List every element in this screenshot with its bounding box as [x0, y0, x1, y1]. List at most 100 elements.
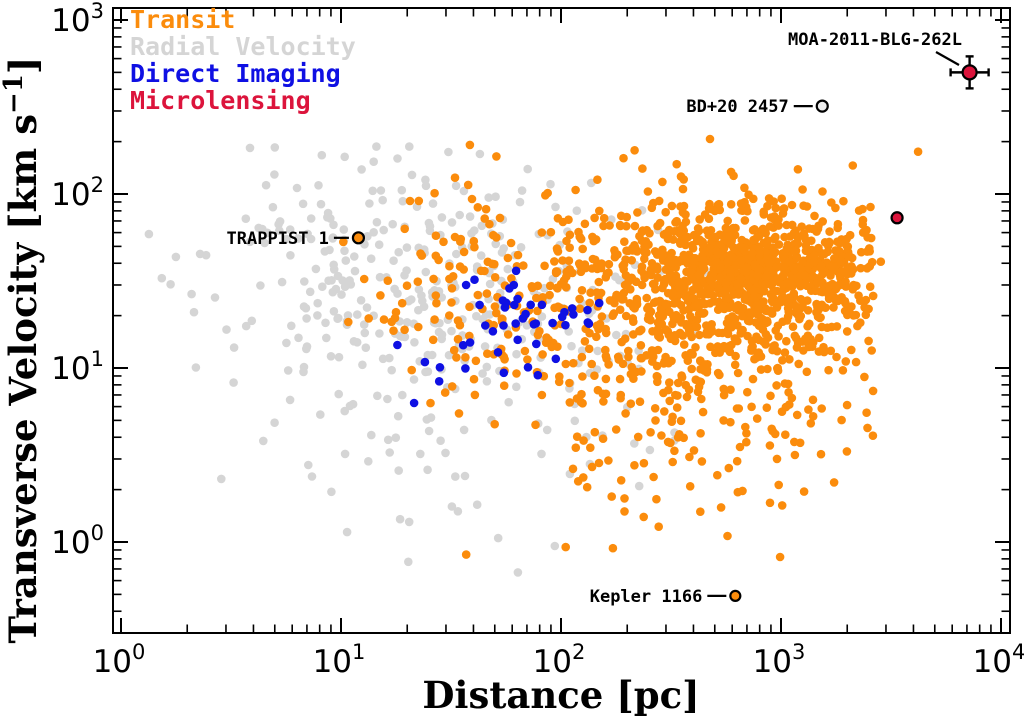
data-point-radial-velocity: [485, 279, 495, 289]
data-point-transit: [665, 378, 674, 387]
data-point-transit: [830, 254, 839, 263]
data-point-radial-velocity: [410, 338, 419, 347]
data-point-transit: [749, 286, 758, 296]
data-point-transit: [833, 237, 842, 246]
data-point-transit: [594, 458, 604, 468]
data-point-transit: [770, 341, 779, 350]
data-point-radial-velocity: [195, 249, 205, 259]
data-point-transit: [616, 211, 626, 221]
data-point-radial-velocity: [263, 228, 272, 238]
data-point-radial-velocity: [447, 502, 457, 511]
special-point-marker: [961, 64, 978, 81]
data-point-transit: [785, 355, 794, 364]
data-point-transit: [445, 311, 454, 320]
data-point-transit: [799, 201, 808, 210]
data-point-transit: [788, 322, 798, 332]
data-point-radial-velocity: [334, 313, 343, 323]
data-point-transit: [461, 550, 471, 559]
data-point-radial-velocity: [491, 239, 501, 249]
data-point-direct-imaging: [435, 363, 445, 372]
data-point-radial-velocity: [363, 232, 372, 241]
data-point-radial-velocity: [630, 439, 639, 448]
data-point-transit: [748, 225, 758, 235]
annotation-label: BD+20 2457: [686, 97, 788, 117]
data-point-radial-velocity: [387, 365, 397, 375]
data-point-transit: [629, 330, 638, 339]
data-point-transit: [826, 271, 835, 280]
data-point-radial-velocity: [144, 229, 154, 239]
data-point-radial-velocity: [358, 360, 367, 370]
data-point-transit: [465, 140, 475, 150]
data-point-direct-imaging: [499, 368, 509, 378]
data-point-radial-velocity: [329, 220, 338, 230]
data-point-transit: [725, 347, 735, 357]
data-point-transit: [593, 175, 602, 184]
special-point-bd-20-2457: BD+20 2457: [686, 97, 829, 117]
data-point-transit: [718, 304, 728, 313]
data-point-transit: [616, 221, 625, 231]
data-point-transit: [759, 297, 768, 306]
data-point-radial-velocity: [513, 568, 523, 577]
data-point-transit: [485, 219, 494, 229]
data-point-transit: [807, 342, 817, 352]
data-point-transit: [430, 188, 439, 198]
data-point-transit: [601, 328, 611, 338]
data-point-radial-velocity: [256, 281, 265, 290]
data-point-transit: [648, 357, 657, 366]
data-point-radial-velocity: [395, 514, 405, 524]
data-point-transit: [571, 185, 580, 195]
data-point-radial-velocity: [515, 197, 525, 207]
data-point-transit: [726, 417, 735, 427]
data-point-transit: [761, 306, 770, 316]
data-point-transit: [492, 152, 501, 161]
data-point-transit: [790, 450, 800, 460]
data-point-direct-imaging: [475, 300, 484, 310]
data-point-transit: [659, 388, 668, 398]
data-point-transit: [642, 293, 651, 303]
data-point-transit: [562, 272, 571, 282]
data-point-transit: [685, 482, 695, 491]
data-point-transit: [827, 262, 836, 271]
data-point-transit: [668, 457, 677, 467]
data-point-radial-velocity: [313, 311, 322, 320]
data-point-transit: [432, 298, 441, 308]
data-point-radial-velocity: [171, 252, 181, 262]
data-point-transit: [723, 216, 732, 226]
data-point-transit: [818, 287, 827, 297]
data-point-radial-velocity: [447, 326, 456, 336]
data-point-transit: [769, 286, 778, 296]
data-point-transit: [561, 542, 570, 552]
data-point-direct-imaging: [526, 300, 535, 310]
cluster-radial-velocity: [144, 142, 712, 481]
data-point-transit: [673, 391, 682, 400]
data-point-transit: [862, 408, 871, 418]
data-point-transit: [565, 243, 574, 252]
legend-entry-radial-velocity: Radial Velocity: [130, 32, 356, 61]
data-point-transit: [673, 298, 682, 307]
data-point-radial-velocity: [210, 293, 220, 302]
data-point-radial-velocity: [229, 378, 238, 387]
data-point-radial-velocity: [374, 240, 384, 249]
data-point-transit: [802, 367, 812, 377]
data-point-radial-velocity: [350, 252, 359, 261]
data-point-direct-imaging: [461, 280, 471, 290]
data-point-transit: [535, 326, 544, 336]
data-point-radial-velocity: [394, 247, 404, 257]
data-point-transit: [685, 452, 694, 462]
data-point-transit: [578, 372, 587, 381]
data-point-radial-velocity: [350, 266, 360, 276]
data-point-transit: [565, 398, 575, 407]
data-point-transit: [716, 273, 725, 283]
data-point-radial-velocity: [375, 272, 385, 282]
data-point-transit: [760, 286, 769, 296]
data-point-transit: [661, 299, 670, 309]
data-point-radial-velocity: [339, 225, 349, 234]
data-point-radial-velocity: [367, 430, 376, 440]
data-point-transit: [842, 447, 852, 456]
data-point-transit: [689, 256, 698, 265]
data-point-transit: [808, 395, 818, 405]
data-point-transit: [630, 461, 639, 470]
data-point-radial-velocity: [241, 214, 251, 223]
data-point-transit: [790, 246, 799, 256]
